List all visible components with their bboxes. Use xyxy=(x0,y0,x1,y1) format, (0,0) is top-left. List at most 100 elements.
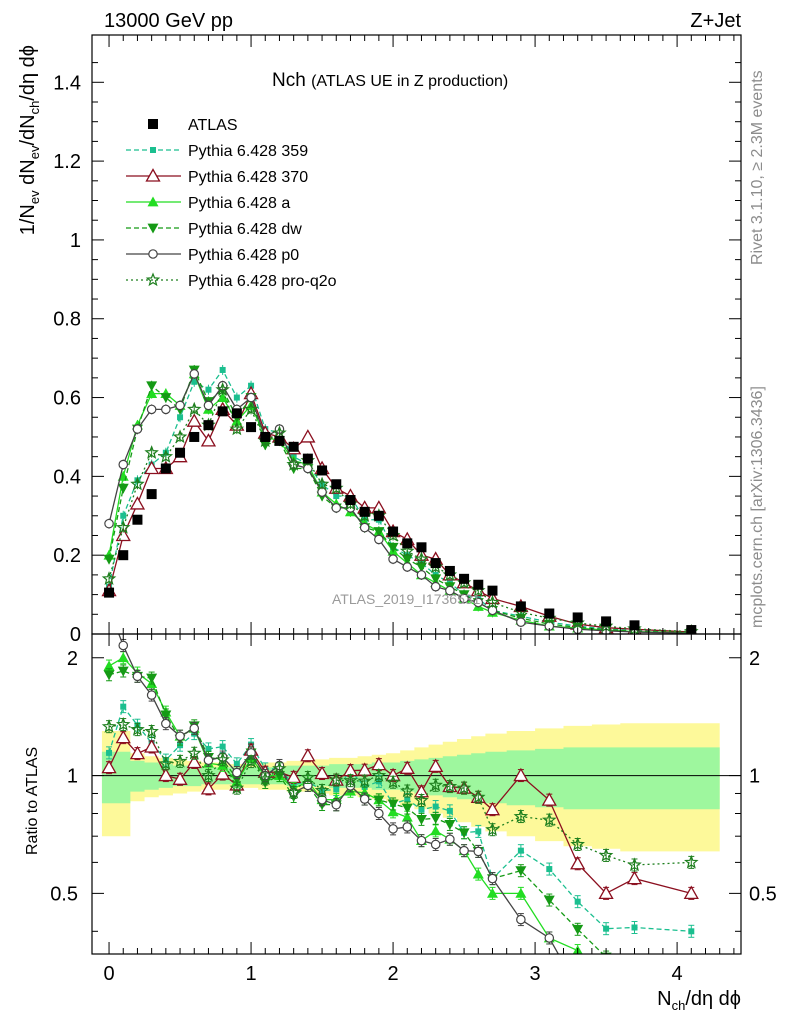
point-atlas xyxy=(388,526,399,537)
point-pq2o xyxy=(215,382,230,396)
watermark: ATLAS_2019_I1736531 xyxy=(332,591,481,607)
header-right: Z+Jet xyxy=(690,10,741,32)
legend-marker-pp0 xyxy=(148,249,158,259)
ratio-line-p359 xyxy=(108,705,692,932)
point-pdw xyxy=(160,393,172,404)
ratio-point-p370 xyxy=(300,747,316,762)
legend-label-pa: Pythia 6.428 a xyxy=(188,195,290,212)
point-atlas xyxy=(416,542,427,553)
legend-marker-pa xyxy=(147,196,159,207)
ratio-point-pdw xyxy=(444,820,456,830)
ratio-point-pp0 xyxy=(473,846,484,857)
ratio-point-p370 xyxy=(101,759,117,774)
point-pq2o xyxy=(272,425,287,440)
ratio-point-pdw xyxy=(146,673,158,684)
ratio-point-pp0 xyxy=(161,718,171,729)
ratio-point-pq2o xyxy=(201,767,216,782)
ratio-point-p359 xyxy=(219,743,226,750)
ratio-point-p370 xyxy=(200,781,217,795)
ratio-point-p370 xyxy=(172,771,188,785)
x-tick-label: 3 xyxy=(530,963,541,985)
ratio-point-pq2o xyxy=(428,777,443,792)
point-p359 xyxy=(219,366,226,373)
ratio-point-pp0 xyxy=(445,834,455,845)
ratio-point-pp0 xyxy=(175,731,185,741)
point-pp0 xyxy=(175,400,185,411)
ratio-point-p370 xyxy=(186,754,202,769)
point-pq2o xyxy=(186,401,202,416)
ratio-point-p370 xyxy=(683,885,699,900)
ratio-point-pq2o xyxy=(229,780,245,795)
y-tick-label: 0.6 xyxy=(53,388,81,410)
point-pp0 xyxy=(516,617,526,627)
ylabel-part-2: ev xyxy=(27,190,42,204)
ylabel-part-6: ch xyxy=(27,101,42,115)
ratio-point-p359 xyxy=(603,925,610,932)
ratio-point-pp0 xyxy=(416,835,427,846)
ratio-point-p359 xyxy=(475,828,482,835)
ratio-point-pq2o xyxy=(300,769,316,784)
ratio-point-pdw xyxy=(572,924,584,935)
ratio-point-p359 xyxy=(631,924,638,931)
point-pq2o xyxy=(158,449,174,463)
point-pq2o xyxy=(314,476,330,491)
point-atlas xyxy=(260,431,271,442)
ratio-point-pdw xyxy=(686,976,697,986)
ratio-point-pa xyxy=(387,806,399,817)
ratio-y-axis-label: Ratio to ATLAS xyxy=(24,747,41,855)
ratio-point-pa xyxy=(472,868,484,879)
point-pp0 xyxy=(203,400,214,411)
ratio-tick-label-right: 0.5 xyxy=(749,883,777,905)
ratio-point-pdw xyxy=(515,866,527,877)
xlabel-rest: /dη dϕ xyxy=(685,988,741,1010)
point-p370 xyxy=(300,429,316,443)
ratio-series-pq2o xyxy=(101,716,699,872)
header-left: 13000 GeV pp xyxy=(104,10,233,32)
ratio-point-pa xyxy=(103,660,115,671)
ratio-point-pdw xyxy=(430,813,442,824)
ratio-point-pq2o xyxy=(115,716,131,731)
point-p370 xyxy=(129,496,146,510)
point-p359 xyxy=(177,414,184,421)
ratio-point-pp0 xyxy=(374,808,384,819)
point-p370 xyxy=(144,460,160,475)
ratio-point-pq2o xyxy=(627,857,642,872)
ylabel-part-4: ev xyxy=(27,145,42,159)
ratio-point-pp0 xyxy=(516,914,526,925)
point-pp0 xyxy=(473,597,484,608)
point-pdw xyxy=(430,574,442,585)
ratio-point-pq2o xyxy=(598,847,614,862)
point-pp0 xyxy=(132,424,143,434)
main-panel: 0 0.2 0.4 0.6 0.8 1 1.2 1.4 Nch (ATLAS UE in Z … xyxy=(53,34,742,646)
y-tick-label: 1.2 xyxy=(53,151,81,173)
ratio-point-p370 xyxy=(399,760,415,774)
point-atlas xyxy=(515,601,526,612)
point-pq2o xyxy=(101,571,117,586)
ratio-point-pq2o xyxy=(399,783,415,798)
ratio-point-pq2o xyxy=(442,778,458,793)
ratio-tick-label-left: 2 xyxy=(67,648,78,670)
xlabel-main: N xyxy=(657,988,671,1010)
point-atlas xyxy=(373,510,384,521)
point-atlas xyxy=(146,489,157,500)
point-p359 xyxy=(248,382,255,389)
ratio-point-pa xyxy=(117,652,129,663)
legend-label-pdw: Pythia 6.428 dw xyxy=(188,221,302,238)
point-pq2o xyxy=(115,519,131,534)
point-pq2o xyxy=(286,456,301,471)
ratio-point-p370 xyxy=(215,766,231,780)
rivet-version-label: Rivet 3.1.10, ≥ 2.3M events xyxy=(749,70,766,265)
legend-label-p370: Pythia 6.428 370 xyxy=(188,169,308,186)
line-pp0 xyxy=(108,372,692,634)
ratio-tick-label-right: 1 xyxy=(749,766,760,788)
point-pp0 xyxy=(246,392,256,403)
point-atlas xyxy=(274,435,285,446)
ratio-point-pp0 xyxy=(105,605,113,613)
ratio-point-pq2o xyxy=(414,792,429,807)
point-pp0 xyxy=(445,585,455,596)
ratio-point-pq2o xyxy=(186,745,202,760)
ratio-tick-label-right: 2 xyxy=(749,648,760,670)
ratio-point-p359 xyxy=(333,786,340,793)
point-pp0 xyxy=(374,534,384,545)
ratio-point-p370 xyxy=(158,767,174,782)
